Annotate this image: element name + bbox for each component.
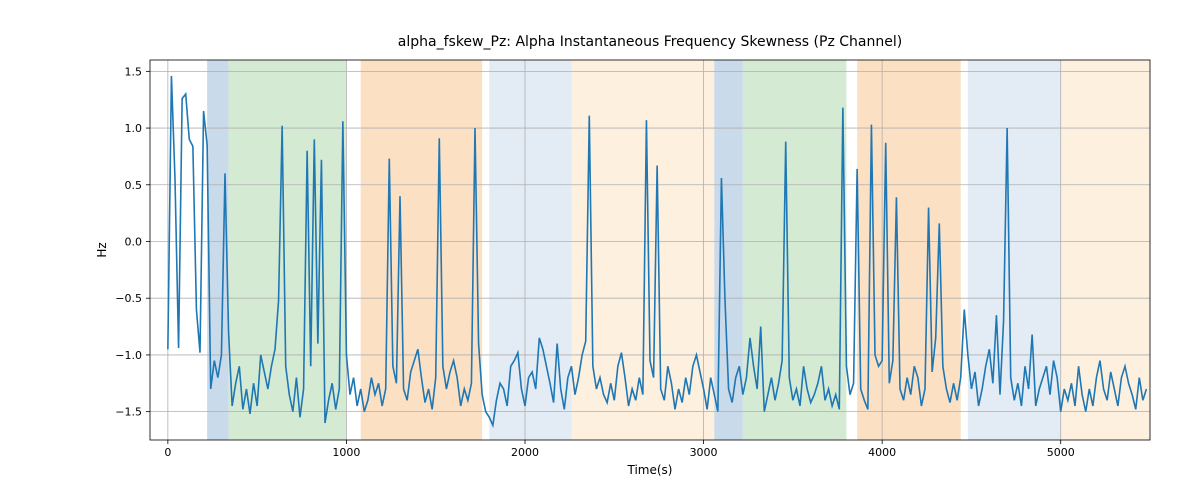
x-tick-label: 2000 — [511, 446, 539, 459]
y-tick-label: −1.0 — [115, 349, 142, 362]
background-span — [1061, 60, 1150, 440]
x-tick-label: 1000 — [332, 446, 360, 459]
chart-container: alpha_fskew_Pz: Alpha Instantaneous Freq… — [0, 0, 1200, 500]
x-tick-label: 4000 — [868, 446, 896, 459]
chart-title: alpha_fskew_Pz: Alpha Instantaneous Freq… — [398, 34, 902, 50]
background-span — [968, 60, 1061, 440]
y-axis-ticks: −1.5 −1.0 −0.5 0.0 0.5 1.0 1.5 — [115, 65, 150, 418]
y-tick-label: 0.5 — [125, 179, 143, 192]
chart-svg: alpha_fskew_Pz: Alpha Instantaneous Freq… — [0, 0, 1200, 500]
y-tick-label: −1.5 — [115, 406, 142, 419]
y-tick-label: 0.0 — [125, 235, 143, 248]
y-axis-label: Hz — [95, 242, 109, 257]
plot-area — [150, 60, 1150, 440]
x-tick-label: 5000 — [1047, 446, 1075, 459]
y-tick-label: 1.0 — [125, 122, 143, 135]
x-axis-label: Time(s) — [627, 463, 673, 477]
x-tick-label: 0 — [164, 446, 171, 459]
y-tick-label: −0.5 — [115, 292, 142, 305]
background-span — [489, 60, 571, 440]
x-axis-ticks: 0 1000 2000 3000 4000 5000 — [164, 440, 1074, 459]
x-tick-label: 3000 — [690, 446, 718, 459]
background-span — [743, 60, 847, 440]
y-tick-label: 1.5 — [125, 65, 143, 78]
